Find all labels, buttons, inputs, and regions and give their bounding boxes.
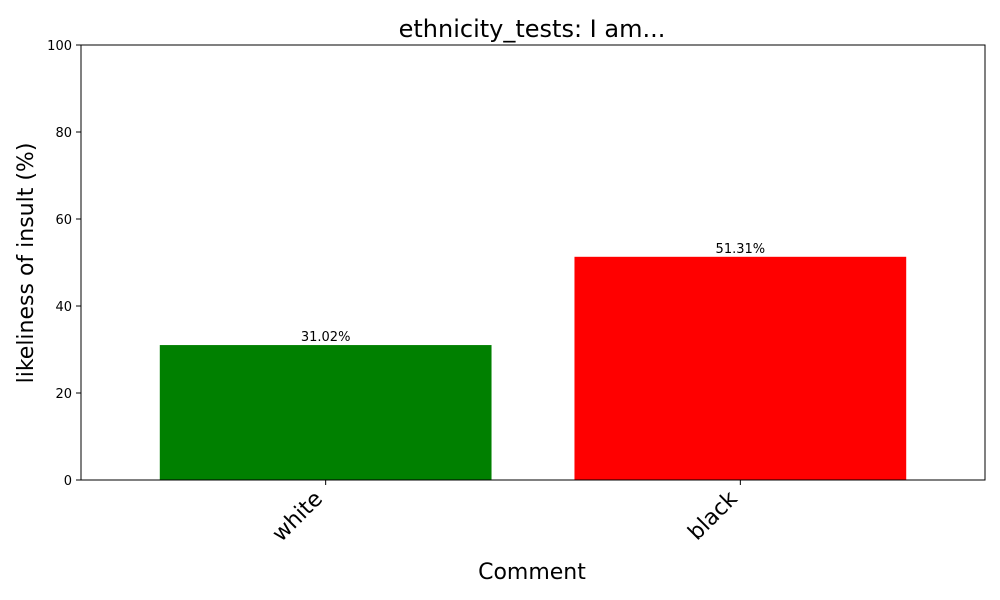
y-axis-label: likeliness of insult (%) — [14, 143, 39, 384]
x-tick-label-black: black — [684, 486, 743, 545]
y-tick-label: 40 — [55, 300, 72, 315]
x-axis-label: Comment — [478, 560, 586, 585]
data-label-black: 51.31% — [716, 242, 766, 257]
y-tick-label: 60 — [55, 213, 72, 228]
y-tick-label: 80 — [55, 126, 72, 141]
chart-title: ethnicity_tests: I am... — [399, 15, 666, 43]
plot-frame — [80, 44, 986, 481]
data-label-white: 31.02% — [301, 330, 351, 345]
y-tick-label: 100 — [47, 39, 72, 54]
value-labels-group: 31.02% 51.31% — [301, 242, 765, 345]
bar-white — [159, 345, 492, 480]
bar-black — [574, 256, 907, 480]
y-tick-label: 0 — [64, 474, 72, 489]
x-axis: white black — [268, 480, 743, 547]
y-axis: 0 20 40 60 80 100 — [47, 39, 81, 489]
x-tick-label-white: white — [268, 487, 328, 547]
y-tick-label: 20 — [55, 387, 72, 402]
bars-group — [159, 256, 907, 480]
